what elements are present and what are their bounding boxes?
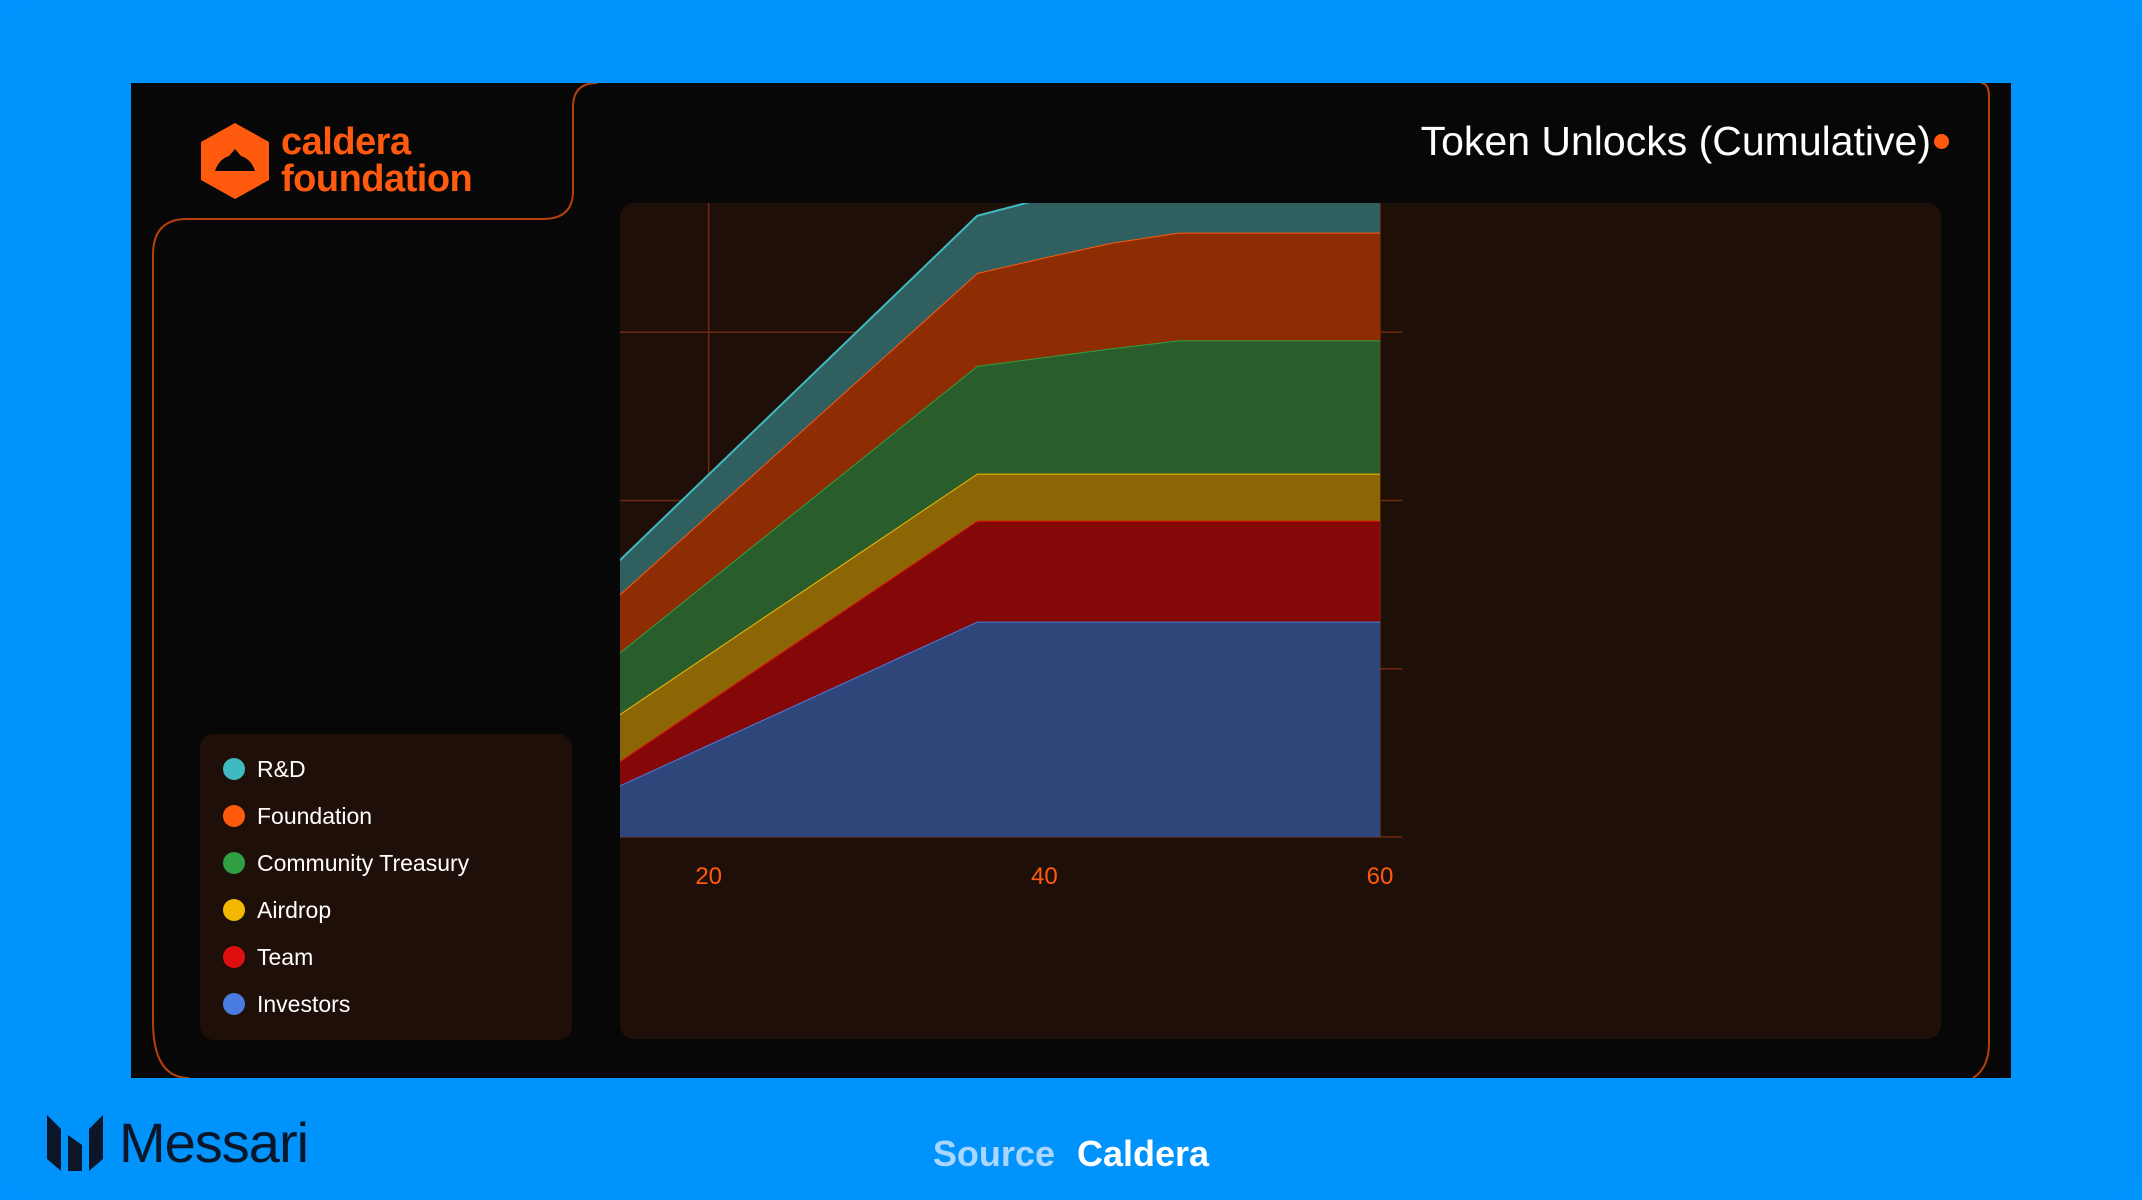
legend-label: Airdrop [257, 896, 332, 923]
legend-swatch [223, 758, 245, 780]
legend-swatch [223, 852, 245, 874]
legend-swatch [223, 993, 245, 1015]
x-tick-label: 20 [695, 863, 722, 890]
stacked-area-chart: 250,000,000500,000,000750,000,0001,000,0… [196, 140, 1402, 890]
messari-mark-icon [47, 1114, 103, 1171]
area-foundation [373, 232, 1380, 780]
logo-wordmark: caldera foundation [281, 121, 473, 200]
legend-item: Community Treasury [223, 848, 469, 878]
caldera-logo-icon [201, 123, 269, 199]
legend-label: Foundation [257, 802, 373, 829]
logo-line-1: caldera [281, 121, 411, 163]
area-airdrop [373, 473, 1380, 837]
infographic-card: caldera foundation Token Unlocks (Cumula… [131, 83, 2011, 1078]
source-value: Caldera [1076, 1133, 1210, 1174]
chart-title: Token Unlocks (Cumulative) [1420, 118, 1931, 164]
source-label: Source [932, 1133, 1055, 1174]
legend-swatch [223, 899, 245, 921]
caldera-foundation-logo: caldera foundation [199, 121, 473, 201]
area-team [373, 520, 1380, 837]
area-community-treasury [373, 340, 1380, 814]
legend-label: Investors [257, 990, 351, 1017]
legend-item: R&D [223, 754, 306, 784]
legend-item: Investors [223, 989, 350, 1019]
legend-item: Airdrop [223, 895, 331, 925]
source-credit: Source Caldera [0, 1133, 2142, 1175]
legend-label: Community Treasury [257, 849, 470, 876]
logo-line-2: foundation [281, 158, 473, 200]
legend: R&D Foundation Community Treasury Airdrop Te… [200, 734, 572, 1040]
legend-swatch [223, 805, 245, 827]
legend-item: Foundation [223, 801, 372, 831]
area-layer [372, 163, 1380, 838]
x-tick-label: 40 [1031, 863, 1058, 890]
decorative-frame-lines [152, 83, 1990, 1078]
x-tick-label: 60 [1367, 863, 1394, 890]
legend-swatch [223, 946, 245, 968]
legend-label: R&D [257, 755, 306, 782]
title-accent-dot [1934, 134, 1949, 149]
plot-panel: 250,000,000500,000,000750,000,0001,000,0… [196, 140, 1941, 1039]
messari-logo: Messari [47, 1110, 309, 1175]
legend-item: Team [223, 942, 313, 972]
messari-wordmark: Messari [119, 1111, 309, 1174]
legend-label: Team [257, 943, 314, 970]
